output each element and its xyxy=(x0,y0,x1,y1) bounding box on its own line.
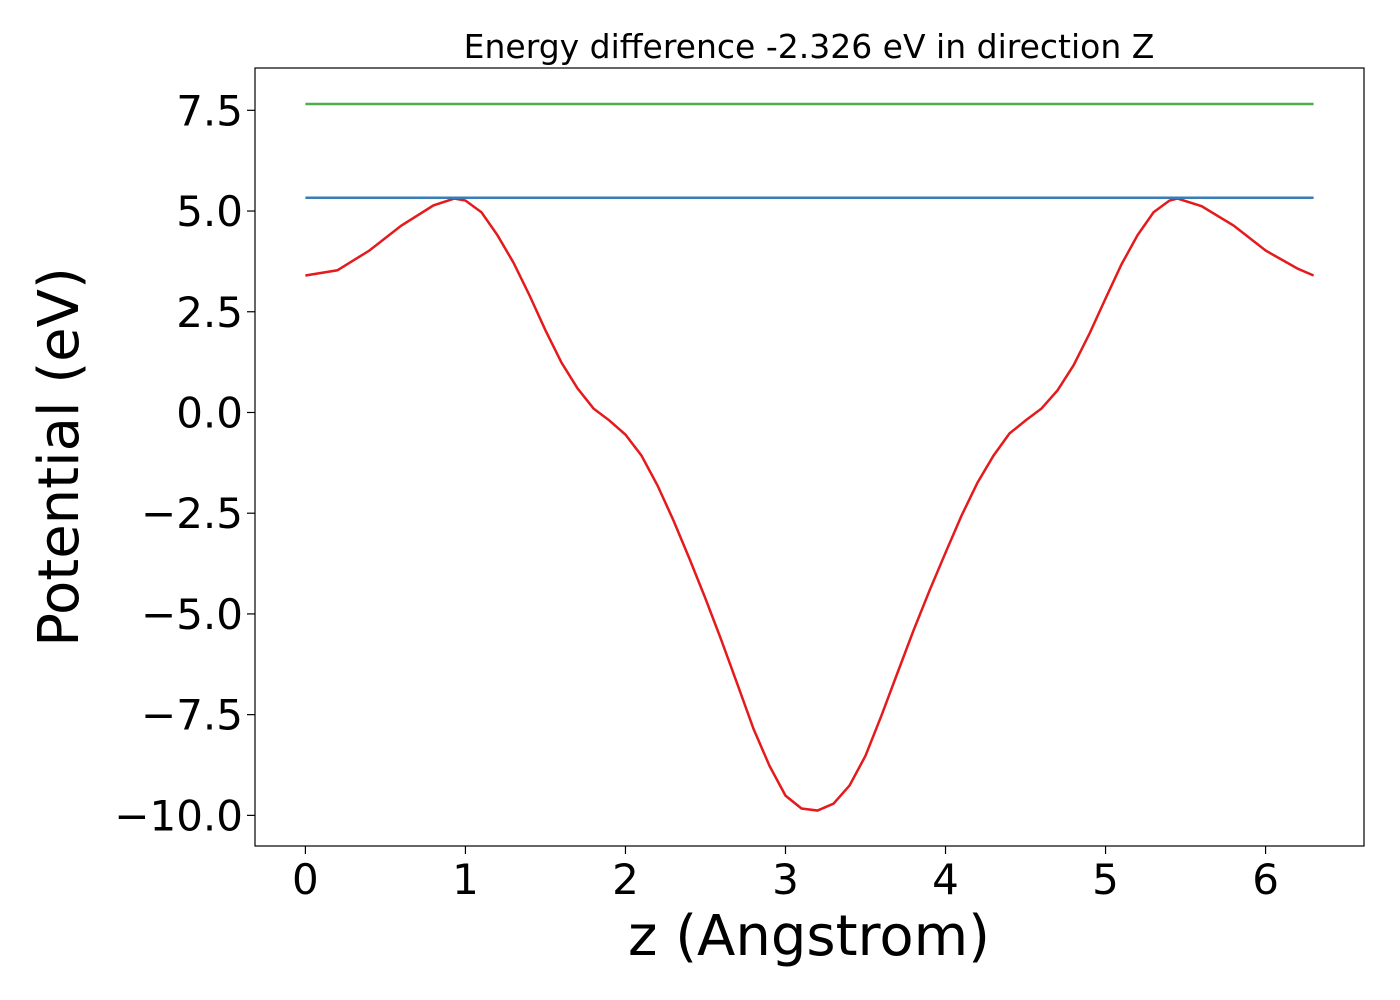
x-tick-label: 5 xyxy=(1092,855,1119,904)
line-series xyxy=(305,197,1315,812)
x-tick-label: 3 xyxy=(772,855,799,904)
x-tick-label: 6 xyxy=(1252,855,1279,904)
x-tick-label: 4 xyxy=(932,855,959,904)
x-tick-label: 0 xyxy=(292,855,319,904)
y-tick-label: 2.5 xyxy=(176,288,243,337)
y-tick-label: 7.5 xyxy=(176,86,243,135)
x-tick-label: 1 xyxy=(452,855,479,904)
x-tick-label: 2 xyxy=(612,855,639,904)
chart-title: Energy difference -2.326 eV in direction… xyxy=(464,27,1155,66)
y-tick-label: −2.5 xyxy=(141,489,243,538)
y-tick-label: −7.5 xyxy=(141,691,243,740)
plot-frame xyxy=(254,67,1365,847)
y-tick-label: −10.0 xyxy=(114,791,243,840)
y-axis-label: Potential (eV) xyxy=(27,267,92,647)
y-tick-label: −5.0 xyxy=(141,590,243,639)
y-tick-label: 5.0 xyxy=(176,187,243,236)
x-axis-label: z (Angstrom) xyxy=(628,904,990,969)
y-tick-label: 0.0 xyxy=(176,388,243,437)
